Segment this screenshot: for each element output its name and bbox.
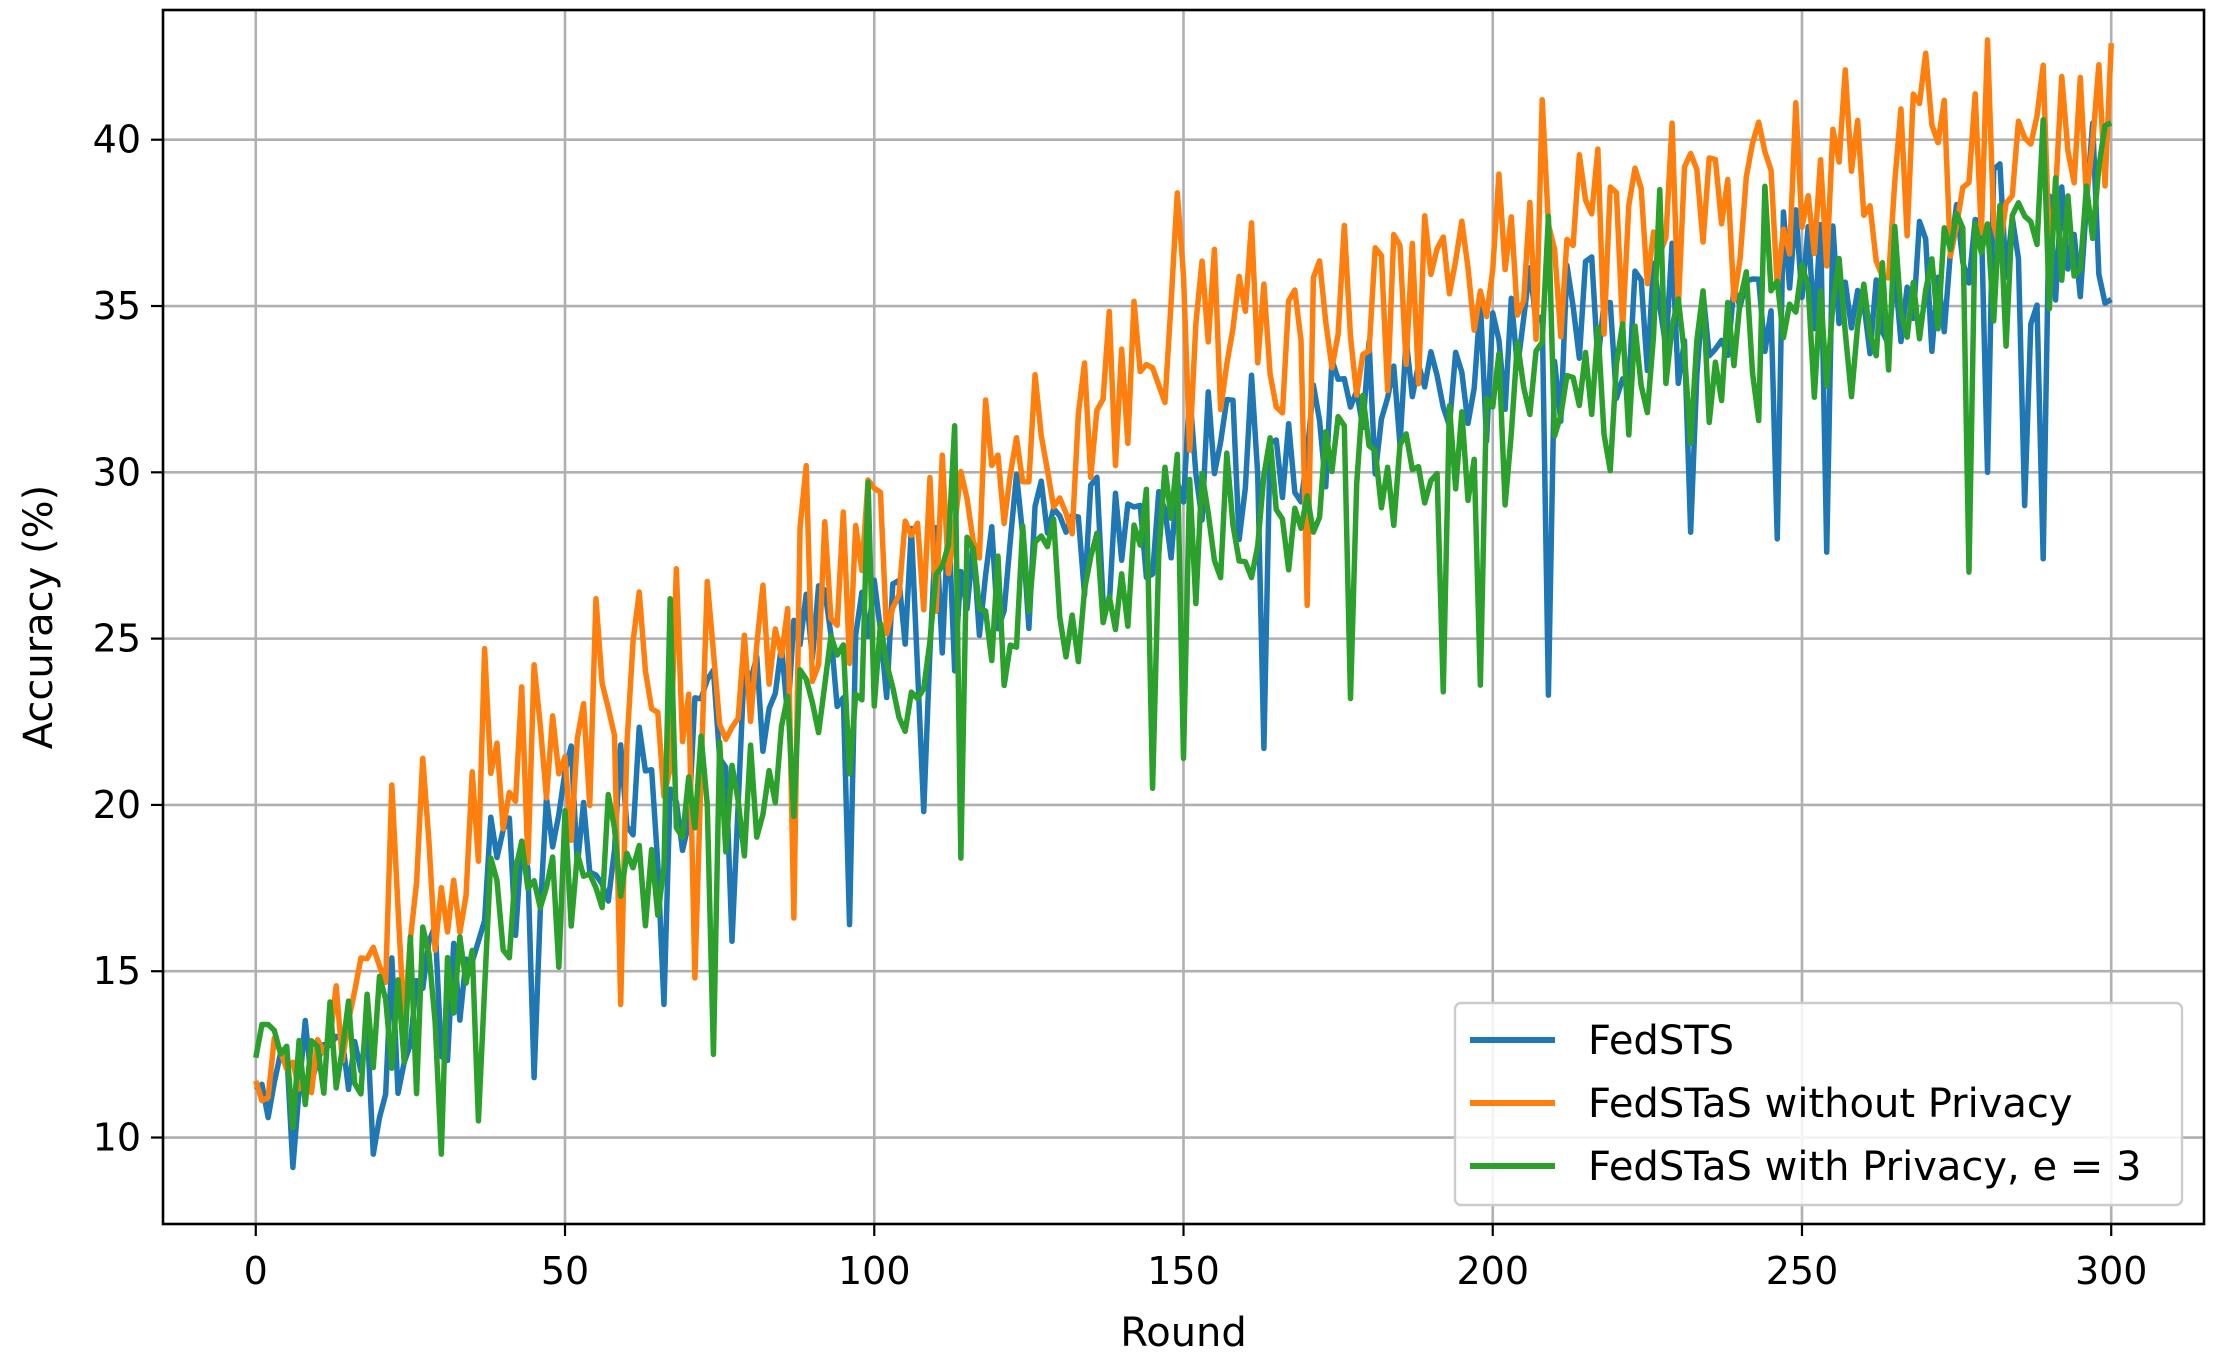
legend-label: FedSTS (1588, 1018, 1734, 1064)
y-tick-label: 35 (93, 284, 141, 328)
legend-label: FedSTaS without Privacy (1588, 1081, 2073, 1127)
x-tick-label: 300 (2075, 1249, 2148, 1293)
legend-box (1453, 1001, 2184, 1207)
y-tick-label: 10 (93, 1116, 141, 1160)
series-line-2 (253, 117, 2113, 1157)
y-tick-label: 25 (93, 617, 141, 661)
legend-label: FedSTaS with Privacy, e = 3 (1588, 1144, 2141, 1190)
x-tick-label: 250 (1766, 1249, 1839, 1293)
x-tick-label: 100 (838, 1249, 911, 1293)
x-tick-label: 0 (244, 1249, 268, 1293)
series-line-1 (253, 37, 2114, 1104)
y-tick-label: 40 (93, 118, 141, 162)
x-tick-label: 150 (1147, 1249, 1220, 1293)
axis-ticks: 0 50 100 150 200 250 300 10 15 20 25 30 35 40 (93, 118, 2148, 1293)
data-series (253, 37, 2114, 1171)
x-tick-label: 50 (541, 1249, 589, 1293)
y-axis-label: Accuracy (%) (16, 485, 62, 750)
y-tick-label: 15 (93, 949, 141, 993)
legend: FedSTS FedSTaS without Privacy FedSTaS wit… (1453, 1001, 2184, 1207)
x-axis-label: Round (1120, 1310, 1247, 1356)
y-tick-label: 30 (93, 450, 141, 494)
x-tick-label: 200 (1456, 1249, 1529, 1293)
y-tick-label: 20 (93, 783, 141, 827)
